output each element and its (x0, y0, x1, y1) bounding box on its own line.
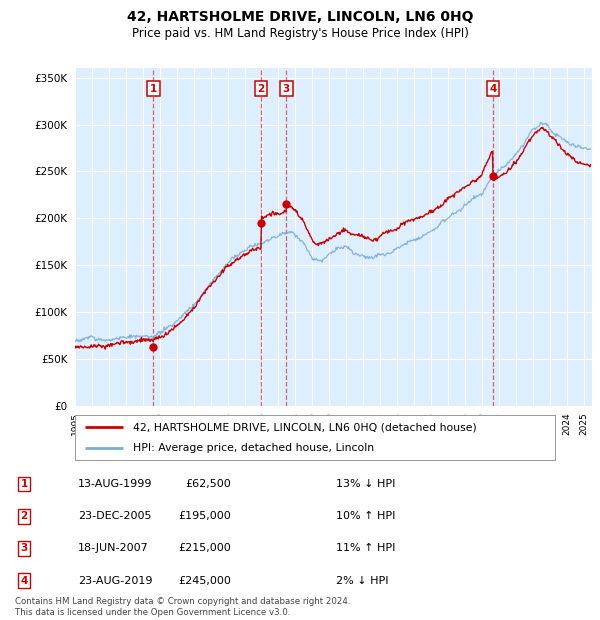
Text: Price paid vs. HM Land Registry's House Price Index (HPI): Price paid vs. HM Land Registry's House … (131, 27, 469, 40)
Text: 13% ↓ HPI: 13% ↓ HPI (336, 479, 395, 489)
Text: 10% ↑ HPI: 10% ↑ HPI (336, 512, 395, 521)
Text: 1: 1 (20, 479, 28, 489)
Text: £195,000: £195,000 (178, 512, 231, 521)
Text: 13-AUG-1999: 13-AUG-1999 (78, 479, 152, 489)
Text: 2% ↓ HPI: 2% ↓ HPI (336, 576, 389, 586)
Text: 1: 1 (150, 84, 157, 94)
Text: 18-JUN-2007: 18-JUN-2007 (78, 544, 149, 554)
Text: 2: 2 (20, 512, 28, 521)
Text: 42, HARTSHOLME DRIVE, LINCOLN, LN6 0HQ: 42, HARTSHOLME DRIVE, LINCOLN, LN6 0HQ (127, 10, 473, 24)
Text: 2: 2 (257, 84, 265, 94)
Text: 23-DEC-2005: 23-DEC-2005 (78, 512, 151, 521)
Text: 11% ↑ HPI: 11% ↑ HPI (336, 544, 395, 554)
Text: 3: 3 (283, 84, 290, 94)
Text: 42, HARTSHOLME DRIVE, LINCOLN, LN6 0HQ (detached house): 42, HARTSHOLME DRIVE, LINCOLN, LN6 0HQ (… (133, 422, 476, 433)
Text: 4: 4 (20, 576, 28, 586)
Text: £215,000: £215,000 (178, 544, 231, 554)
Text: 23-AUG-2019: 23-AUG-2019 (78, 576, 152, 586)
Text: £62,500: £62,500 (185, 479, 231, 489)
Text: HPI: Average price, detached house, Lincoln: HPI: Average price, detached house, Linc… (133, 443, 374, 453)
Text: 3: 3 (20, 544, 28, 554)
Text: £245,000: £245,000 (178, 576, 231, 586)
Text: Contains HM Land Registry data © Crown copyright and database right 2024.
This d: Contains HM Land Registry data © Crown c… (15, 598, 350, 617)
Text: 4: 4 (489, 84, 497, 94)
